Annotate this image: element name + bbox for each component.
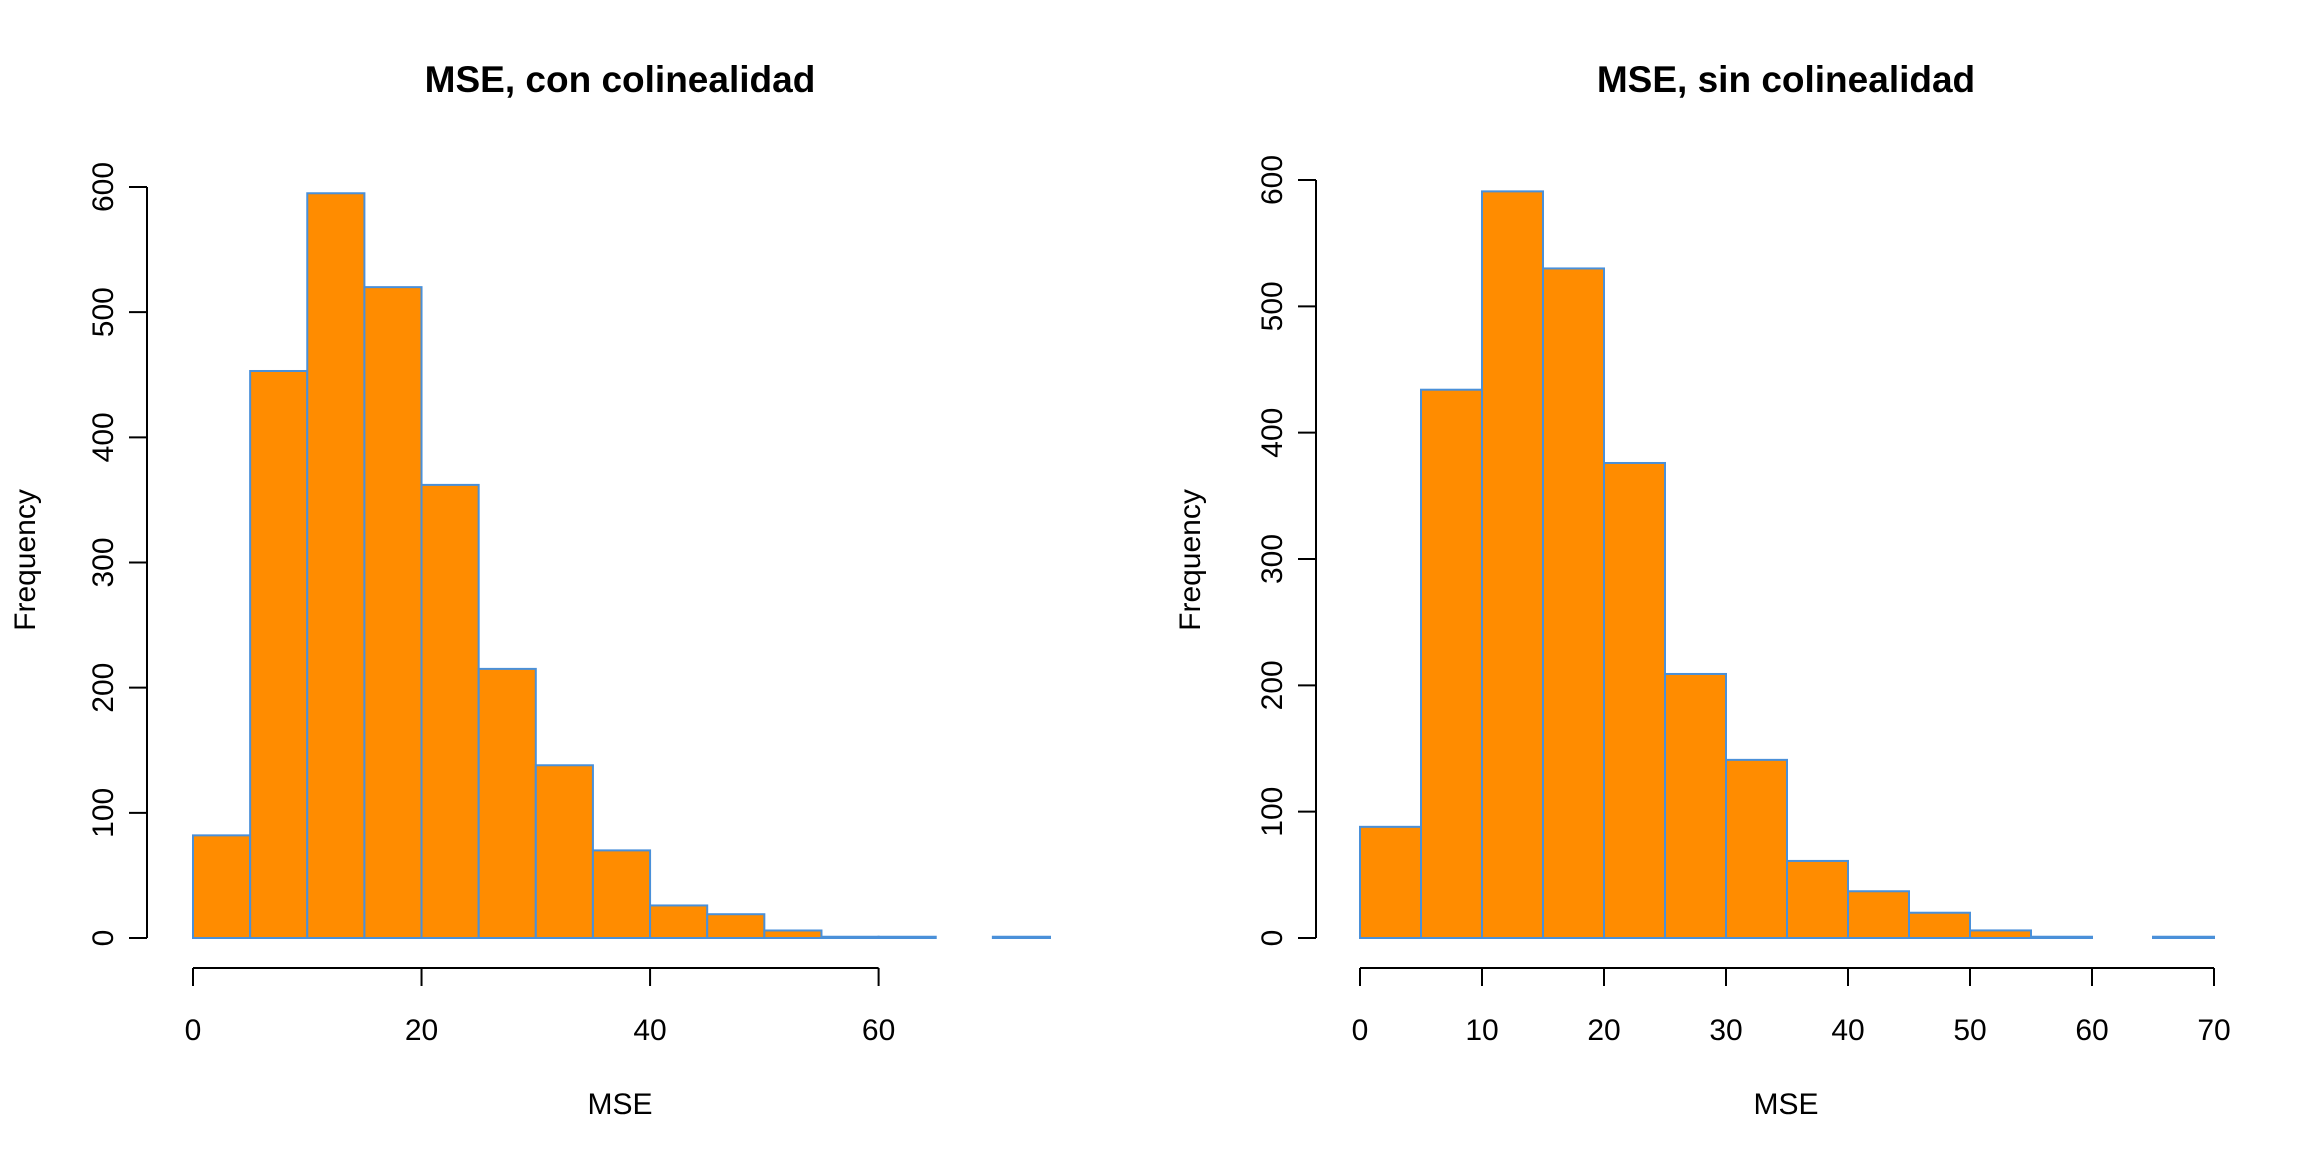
y-axis-label: Frequency (1174, 489, 1207, 631)
histogram-panel-con-colinealidad: MSE, con colinealidad Frequency MSE 0 20 4… (9, 59, 1051, 1121)
histogram-bar (534, 764, 594, 940)
histogram-bar (1359, 825, 1422, 939)
y-axis: 0 100 200 300 400 500 600 (87, 162, 148, 947)
x-axis: 0 20 40 60 (185, 967, 895, 1047)
histogram-bar (420, 483, 480, 939)
y-tick-label: 600 (1256, 155, 1289, 205)
y-axis-label: Frequency (9, 489, 42, 631)
histogram-bar (991, 935, 1051, 940)
y-tick-label: 300 (87, 537, 120, 587)
y-tick-label: 400 (87, 412, 120, 462)
histogram-bar (306, 192, 366, 939)
histogram-bar (820, 935, 880, 940)
y-tick-label: 100 (87, 788, 120, 838)
x-axis-label: MSE (587, 1088, 652, 1121)
chart-title: MSE, con colinealidad (425, 59, 816, 100)
histogram-bar (1969, 929, 2032, 939)
histogram-bar (477, 667, 537, 939)
x-tick-label: 60 (2075, 1014, 2108, 1047)
histogram-bar (1420, 388, 1483, 940)
histogram-bar (249, 369, 309, 939)
histogram-bar (363, 286, 423, 939)
bars (192, 192, 1051, 940)
x-tick-label: 10 (1465, 1014, 1498, 1047)
x-tick-label: 20 (405, 1014, 438, 1047)
histogram-bar (1725, 758, 1788, 939)
x-tick-label: 50 (1953, 1014, 1986, 1047)
y-tick-label: 500 (1256, 281, 1289, 331)
x-axis: 0 10 20 30 40 50 60 70 (1352, 967, 2231, 1047)
histogram-bar (1542, 267, 1605, 939)
y-tick-label: 500 (87, 287, 120, 337)
x-tick-label: 20 (1587, 1014, 1620, 1047)
histogram-bar (591, 849, 652, 940)
chart-title: MSE, sin colinealidad (1597, 59, 1975, 100)
y-tick-label: 200 (87, 663, 120, 713)
histogram-bar (1603, 461, 1666, 939)
x-tick-label: 0 (1352, 1014, 1369, 1047)
y-tick-label: 600 (87, 162, 120, 212)
y-tick-label: 0 (87, 930, 120, 947)
x-tick-label: 40 (1831, 1014, 1864, 1047)
x-tick-label: 40 (633, 1014, 666, 1047)
histogram-bar (2152, 935, 2215, 940)
histogram-bar (192, 834, 252, 940)
x-axis-label: MSE (1753, 1088, 1818, 1121)
histogram-bar (1908, 911, 1971, 940)
y-tick-label: 400 (1256, 408, 1289, 458)
y-tick-label: 300 (1256, 534, 1289, 584)
histogram-bar (1664, 672, 1727, 939)
y-tick-label: 100 (1256, 787, 1289, 837)
histogram-bar (1786, 859, 1849, 939)
histogram-bar (706, 913, 766, 939)
y-tick-label: 0 (1256, 930, 1289, 947)
histogram-bar (649, 904, 709, 939)
x-tick-label: 70 (2197, 1014, 2230, 1047)
y-axis: 0 100 200 300 400 500 600 (1256, 155, 1317, 947)
histogram-bar (877, 935, 937, 940)
histogram-panel-sin-colinealidad: MSE, sin colinealidad Frequency MSE 0 10 2… (1174, 59, 2231, 1121)
histogram-bar (763, 929, 823, 939)
x-tick-label: 30 (1709, 1014, 1742, 1047)
histogram-bar (1847, 890, 1910, 939)
x-tick-label: 60 (862, 1014, 895, 1047)
histogram-bar (1481, 190, 1544, 939)
histogram-bar (2030, 935, 2093, 940)
y-tick-label: 200 (1256, 660, 1289, 710)
bars (1359, 190, 2215, 940)
x-tick-label: 0 (185, 1014, 202, 1047)
